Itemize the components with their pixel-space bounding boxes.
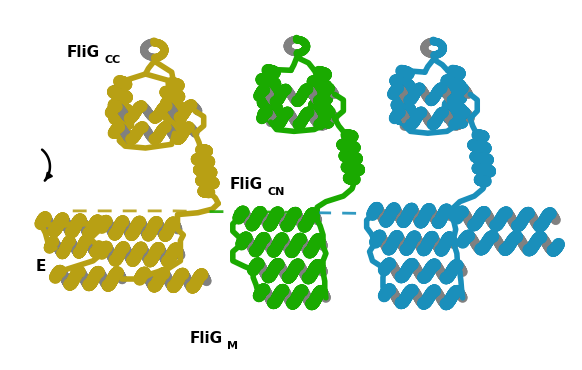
Text: M: M — [227, 341, 238, 351]
Text: FliG: FliG — [230, 178, 263, 192]
Text: FliG: FliG — [189, 332, 222, 346]
Text: E: E — [36, 259, 47, 274]
Text: CC: CC — [105, 55, 121, 65]
Text: FliG: FliG — [67, 46, 100, 60]
Text: CN: CN — [268, 187, 285, 197]
